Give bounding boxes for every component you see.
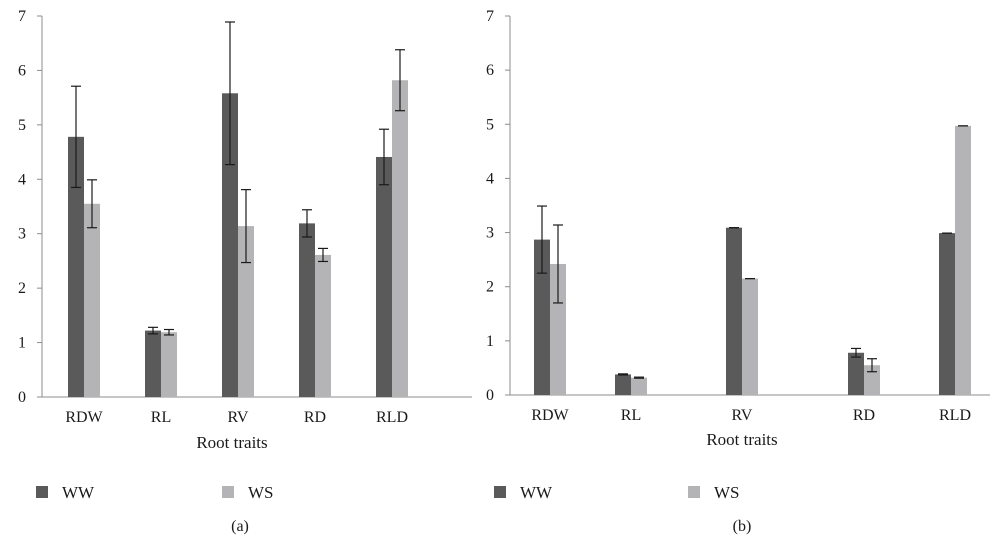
x-tick-label: RDW — [65, 409, 103, 426]
bar-ws-rld — [955, 125, 971, 395]
y-tick-label: 7 — [18, 8, 26, 25]
y-tick-label: 5 — [18, 117, 26, 134]
legend-label-ws: WS — [714, 483, 740, 502]
y-tick-label: 6 — [486, 62, 494, 79]
error-bar-ws-rdw — [553, 224, 563, 304]
x-tick-label: RDW — [531, 407, 569, 424]
y-tick-label: 2 — [486, 279, 494, 296]
y-tick-label: 1 — [18, 335, 26, 352]
error-bar-ws-rv — [241, 189, 251, 264]
error-bar-ww-rdw — [537, 205, 547, 274]
error-bar-ww-rd — [302, 209, 312, 238]
bar-ww-rl — [145, 330, 161, 397]
legend-label-ws: WS — [248, 483, 274, 502]
legend-swatch-ws — [688, 486, 700, 498]
x-tick-label: RD — [304, 409, 326, 426]
bar-ws-rd — [864, 365, 880, 395]
error-bar-ws-rld — [395, 49, 405, 112]
error-bar-ww-rd — [851, 347, 861, 358]
x-tick-label: RLD — [376, 409, 408, 426]
panel-caption: (a) — [231, 518, 249, 535]
y-tick-label: 6 — [18, 62, 26, 79]
bar-ws-rd — [315, 254, 331, 397]
x-tick-label: RV — [732, 407, 753, 424]
legend: WW WS — [494, 483, 740, 502]
bar-ws-rv — [742, 278, 758, 395]
legend-label-ww: WW — [520, 483, 553, 502]
legend-swatch-ww — [36, 486, 48, 498]
x-tick-label: RD — [853, 407, 875, 424]
bar-ww-rld — [376, 156, 392, 397]
bar-ww-rdw — [534, 239, 550, 395]
bar-ws-rdw — [550, 263, 566, 395]
y-tick-label: 3 — [18, 226, 26, 243]
bar-ww-rd — [299, 223, 315, 397]
error-bar-ws-rl — [634, 376, 644, 379]
y-tick-label: 0 — [18, 389, 26, 406]
error-bar-ww-rl — [618, 373, 628, 376]
legend: WW WS — [36, 483, 274, 502]
x-axis-title: Root traits — [196, 433, 267, 452]
y-tick-label: 4 — [18, 171, 26, 188]
y-tick-label: 2 — [18, 280, 26, 297]
y-tick-label: 7 — [486, 8, 494, 25]
legend-label-ww: WW — [62, 483, 95, 502]
chart-panel-b: 0 1 2 3 4 5 6 7 RDW RL RV RD RLD Root traits WW WS (b) — [486, 8, 990, 535]
x-tick-label: RLD — [939, 407, 971, 424]
bar-ww-rld — [939, 233, 955, 395]
legend-swatch-ww — [494, 486, 506, 498]
x-tick-label: RL — [621, 407, 641, 424]
chart-panel-a: 0 1 2 3 4 5 6 7 RDW RL RV RD RLD Root traits WW WS (a) — [18, 8, 472, 535]
bar-ws-rv — [238, 226, 254, 397]
error-bar-ws-rl — [164, 328, 174, 336]
legend-swatch-ws — [222, 486, 234, 498]
y-tick-label: 5 — [486, 116, 494, 133]
bar-ww-rl — [615, 374, 631, 395]
error-bar-ww-rv — [225, 21, 235, 166]
bar-ww-rdw — [68, 136, 84, 397]
x-tick-label: RL — [151, 409, 171, 426]
bar-ww-rv — [222, 93, 238, 397]
panel-caption: (b) — [733, 518, 752, 535]
x-axis-title: Root traits — [706, 430, 777, 449]
bar-ws-rld — [392, 80, 408, 398]
x-tick-label: RV — [228, 409, 249, 426]
error-bar-ww-rl — [148, 326, 158, 335]
error-bar-ww-rdw — [71, 85, 81, 189]
y-tick-label: 3 — [486, 225, 494, 242]
y-tick-label: 0 — [486, 387, 494, 404]
error-bar-ws-rd — [318, 247, 328, 263]
y-tick-label: 1 — [486, 333, 494, 350]
bar-ws-rl — [631, 377, 647, 395]
error-bar-ws-rdw — [87, 179, 97, 229]
error-bar-ww-rld — [379, 128, 389, 186]
bar-ww-rv — [726, 227, 742, 395]
bar-ws-rl — [161, 332, 177, 397]
bar-ws-rdw — [84, 203, 100, 397]
bar-ww-rd — [848, 352, 864, 395]
y-tick-label: 4 — [486, 170, 494, 187]
error-bar-ws-rd — [867, 358, 877, 373]
